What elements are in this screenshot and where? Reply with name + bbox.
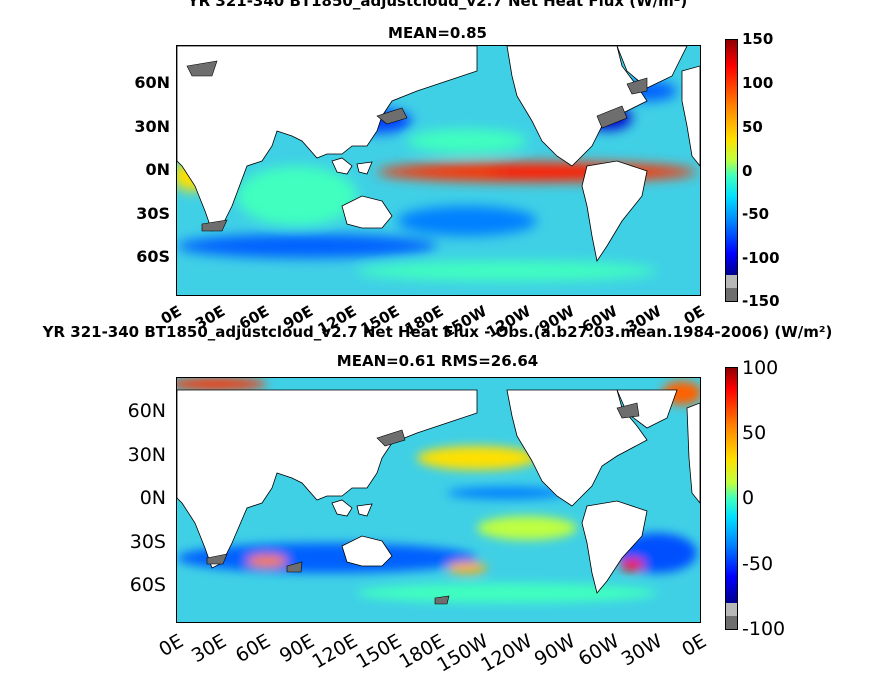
lon-label: 30W bbox=[618, 630, 667, 671]
maritime-continent bbox=[331, 499, 373, 517]
eurasia-africa-land bbox=[177, 46, 478, 232]
sea-ice-patch bbox=[186, 60, 218, 77]
panel2-colorbar-tick: -50 bbox=[742, 553, 774, 575]
pacific-yellow-band bbox=[417, 446, 537, 470]
lon-label: 60E bbox=[231, 630, 275, 668]
east-pacific-cool bbox=[447, 487, 567, 499]
panel2-lat-label: 0N bbox=[139, 487, 166, 509]
panel1-lat-label: 60S bbox=[136, 247, 170, 266]
sea-ice-patch bbox=[376, 107, 408, 125]
panel1-title: YR 321-340 BT1850_adjustcloud_v2.7 Net H… bbox=[187, 0, 688, 10]
panel1-colorbar bbox=[725, 39, 738, 302]
panel2-colorbar-tick: 50 bbox=[742, 422, 767, 444]
pacific-yellow-band bbox=[477, 516, 577, 540]
australia-land bbox=[341, 535, 393, 567]
panel2-lat-label: 60S bbox=[129, 574, 166, 596]
sea-ice-patch bbox=[376, 429, 406, 447]
panel2-lat-label: 60N bbox=[127, 400, 166, 422]
panel1-map bbox=[176, 45, 701, 296]
southern-warm-spot bbox=[620, 559, 644, 571]
panel2-subtitle: MEAN=0.61 RMS=26.64 bbox=[336, 352, 539, 370]
panel1-lat-label: 30S bbox=[136, 204, 170, 223]
indian-ocean-green bbox=[237, 166, 357, 226]
sea-ice-patch bbox=[626, 77, 648, 95]
southern-ocean-green bbox=[357, 261, 657, 281]
lon-label: 0E bbox=[678, 630, 710, 662]
panel1-colorbar-tick: -150 bbox=[742, 292, 780, 310]
southern-cool-band bbox=[177, 543, 477, 573]
panel1-colorbar-tick: 150 bbox=[742, 30, 774, 48]
sea-ice-patch bbox=[206, 553, 228, 565]
australia-land bbox=[341, 195, 393, 229]
europe-west-land bbox=[681, 65, 700, 167]
lon-label: 90E bbox=[275, 630, 318, 668]
panel1-colorbar-tick: -50 bbox=[742, 205, 770, 223]
southern-warm-spot bbox=[247, 555, 287, 567]
equatorial-core bbox=[487, 167, 607, 177]
sea-ice-patch bbox=[616, 402, 640, 419]
panel2-map bbox=[176, 377, 701, 623]
panel1-colorbar-tick: 100 bbox=[742, 74, 774, 92]
south-america-land bbox=[581, 160, 648, 263]
south-america-land bbox=[581, 500, 648, 594]
panel2-lat-label: 30S bbox=[129, 531, 166, 553]
panel2-colorbar-tick: 0 bbox=[742, 487, 755, 509]
greenland-land bbox=[616, 46, 688, 89]
panel2-colorbar-tick: -100 bbox=[742, 618, 786, 640]
sea-ice-patch bbox=[596, 105, 628, 129]
panel1-colorbar-tick: 50 bbox=[742, 118, 763, 136]
north-america-land bbox=[506, 46, 648, 167]
europe-west-land bbox=[686, 402, 700, 504]
panel1-colorbar-tick: 0 bbox=[742, 162, 753, 180]
panel2-title: YR 321-340 BT1850_adjustcloud_v2.7 Net H… bbox=[42, 323, 833, 341]
lon-label: 30E bbox=[188, 630, 231, 668]
panel1-lat-label: 60N bbox=[134, 73, 170, 92]
sea-ice-patch bbox=[201, 219, 228, 232]
lon-label: 60W bbox=[574, 630, 623, 671]
panel1-subtitle: MEAN=0.85 bbox=[388, 24, 487, 42]
southern-ocean-green bbox=[357, 583, 657, 603]
maritime-continent bbox=[331, 157, 373, 175]
sea-ice-patch bbox=[434, 595, 450, 605]
lon-label: 120E bbox=[308, 630, 362, 674]
lon-label: 120W bbox=[476, 630, 536, 677]
panel2-colorbar bbox=[725, 367, 738, 630]
panel2-colorbar-tick: 100 bbox=[742, 357, 779, 379]
lon-label: 0E bbox=[155, 630, 187, 662]
southern-warm-spot bbox=[447, 562, 487, 574]
south-pacific-cool bbox=[397, 206, 537, 236]
panel1-colorbar-tick: -100 bbox=[742, 249, 780, 267]
panel2-lat-label: 30N bbox=[127, 444, 166, 466]
sea-ice-patch bbox=[286, 561, 303, 573]
eurasia-africa-land bbox=[177, 389, 478, 569]
southern-cool-band bbox=[177, 234, 437, 258]
lon-label: 150E bbox=[352, 630, 405, 674]
arctic-warm-band bbox=[177, 378, 267, 390]
lon-label: 90W bbox=[531, 630, 580, 671]
north-pacific-green bbox=[407, 129, 527, 153]
panel1-lat-label: 0N bbox=[145, 160, 170, 179]
panel1-lat-label: 30N bbox=[134, 117, 170, 136]
